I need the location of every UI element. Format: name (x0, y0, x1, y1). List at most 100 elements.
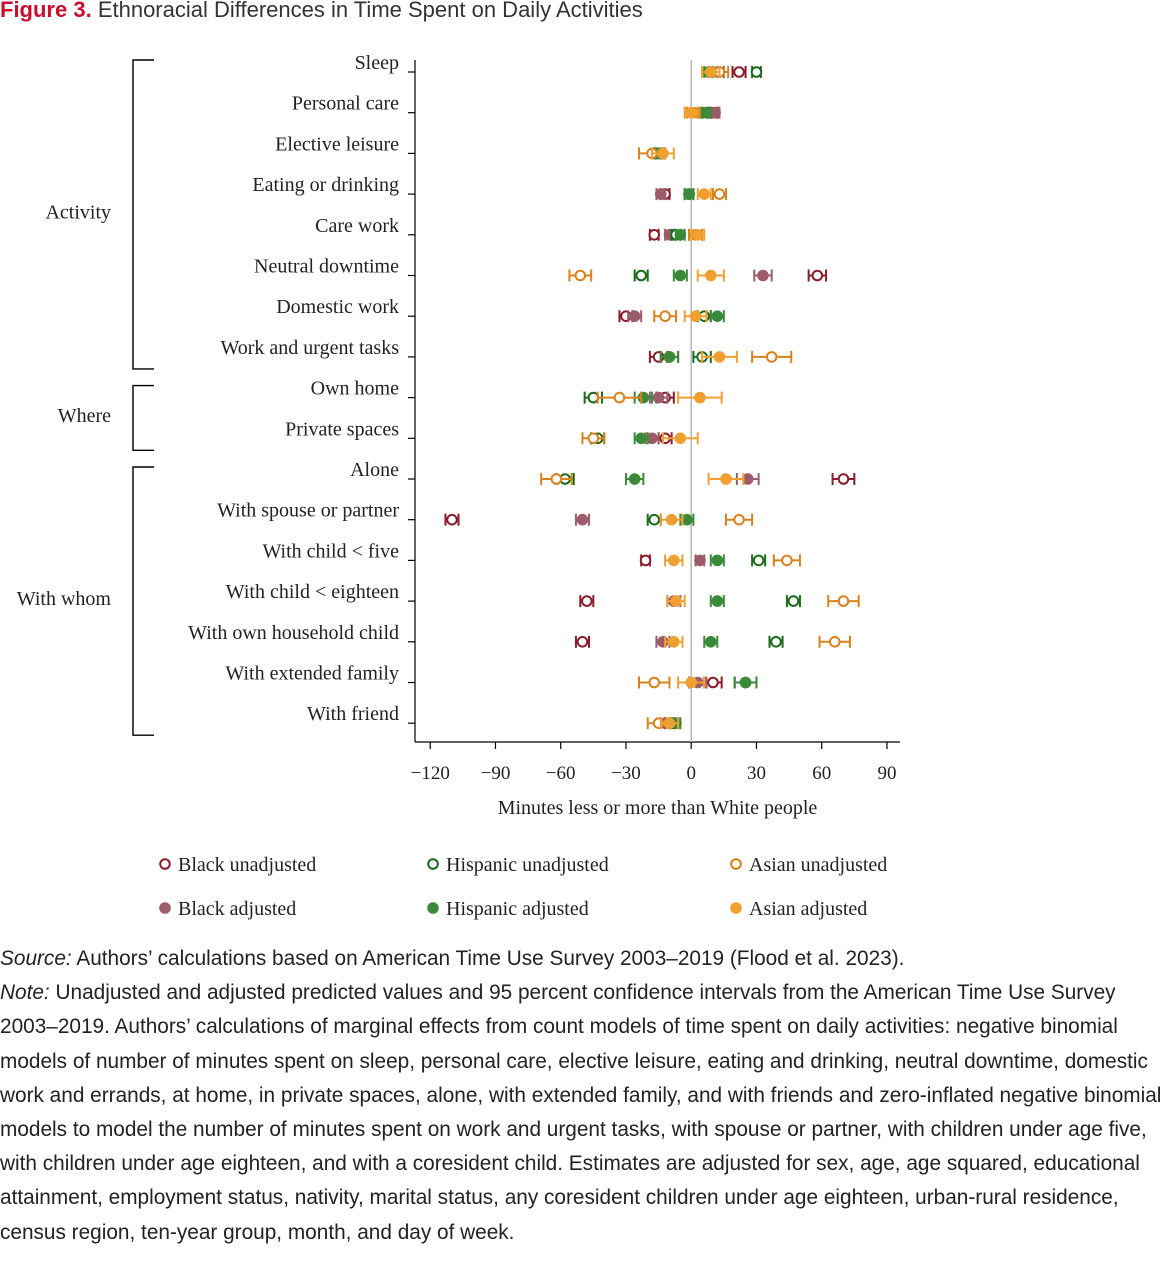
data-point (757, 269, 769, 282)
legend-marker (159, 858, 171, 870)
legend-item: Black unadjusted (159, 854, 316, 876)
data-point (787, 595, 800, 607)
x-tick-label: −60 (546, 763, 576, 784)
group-bracket (132, 59, 154, 370)
data-point (685, 106, 698, 119)
data-point (711, 554, 724, 567)
group-label: With whom (17, 588, 112, 610)
data-point (635, 269, 647, 282)
data-point (639, 554, 652, 567)
data-point (576, 636, 589, 648)
group-bracket (132, 466, 154, 736)
data-point (739, 676, 752, 689)
data-point (733, 66, 745, 78)
data-point (733, 513, 745, 526)
data-point (674, 229, 687, 241)
data-point (657, 147, 669, 160)
dot-plot-chart: −120 −90 −60 −30 0 30 60 90 Minutes less or more… (17, 52, 900, 920)
data-point (446, 513, 458, 526)
category-label: Private spaces (285, 418, 399, 440)
x-tick-label: 60 (812, 763, 831, 784)
legend-label: Asian unadjusted (749, 854, 887, 876)
note-text: Unadjusted and adjusted predicted values… (0, 981, 1162, 1244)
category-label: Alone (350, 459, 399, 481)
data-point (659, 310, 671, 323)
data-point (652, 391, 665, 404)
data-point (670, 595, 682, 607)
data-point (648, 229, 661, 241)
data-point (770, 636, 782, 648)
legend-marker (730, 902, 742, 914)
data-point (648, 676, 661, 689)
data-point (828, 636, 841, 648)
data-point (668, 636, 680, 648)
legend-marker (159, 902, 171, 914)
category-label: With child < five (262, 540, 399, 562)
group-brackets: Activity Where With whom (17, 59, 154, 736)
data-point (704, 66, 717, 78)
data-marks (444, 66, 860, 730)
category-label: Domestic work (276, 296, 399, 318)
series-asian-adjusted (651, 66, 745, 730)
method-note: Note: Unadjusted and adjusted predicted … (0, 976, 1168, 1250)
data-point (654, 188, 667, 200)
data-point (704, 269, 717, 282)
x-tick-label: −90 (481, 763, 511, 784)
x-tick-label: 0 (686, 763, 696, 784)
data-point (574, 269, 587, 282)
figure-title-text: Ethnoracial Differences in Time Spent on… (97, 0, 643, 22)
data-point (811, 269, 824, 282)
data-point (648, 513, 661, 526)
source-text: Authors’ calculations based on American … (71, 947, 905, 970)
data-point (694, 391, 706, 404)
data-point (689, 310, 702, 323)
figure-title: Figure 3. Ethnoracial Differences in Tim… (0, 0, 643, 23)
data-point (704, 636, 717, 648)
legend-label: Hispanic unadjusted (446, 854, 609, 876)
data-point (837, 595, 850, 607)
category-label: Own home (311, 378, 399, 400)
legend-item: Asian adjusted (730, 898, 867, 920)
category-label: With own household child (188, 622, 399, 644)
legend-marker (427, 902, 439, 914)
data-point (683, 188, 695, 200)
category-label: With friend (307, 703, 399, 725)
data-point (691, 229, 704, 241)
category-label: Personal care (292, 93, 399, 115)
group-label: Where (58, 405, 111, 427)
data-point (665, 513, 678, 526)
category-label: Eating or drinking (252, 174, 399, 196)
figure-label: Figure 3. (0, 0, 92, 22)
data-point (635, 432, 647, 445)
category-label: With child < eighteen (226, 581, 399, 603)
data-point (711, 310, 724, 323)
data-point (700, 106, 713, 119)
x-axis-label: Minutes less or more than White people (498, 797, 818, 819)
data-point (707, 676, 719, 689)
group-bracket (132, 384, 154, 451)
data-point (698, 188, 711, 200)
data-point (613, 391, 626, 404)
data-point (550, 473, 563, 485)
x-tick-label: 90 (877, 763, 896, 784)
data-point (752, 554, 765, 567)
data-point (750, 66, 763, 78)
data-point (668, 554, 680, 567)
data-point (674, 432, 687, 445)
legend-item: Hispanic unadjusted (427, 854, 609, 876)
legend-label: Black adjusted (178, 898, 296, 920)
x-tick-label: −120 (411, 763, 450, 784)
source-note: Source: Authors’ calculations based on A… (0, 942, 1168, 976)
data-point (663, 717, 676, 730)
legend-label: Black unadjusted (178, 854, 316, 876)
data-point (765, 351, 778, 363)
legend-label: Asian adjusted (749, 898, 867, 920)
x-tick-label: 30 (747, 763, 766, 784)
data-point (711, 595, 724, 607)
group-label: Activity (45, 201, 111, 223)
figure-notes: Source: Authors’ calculations based on A… (0, 942, 1168, 1250)
data-point (713, 188, 726, 200)
x-tick-label: −30 (611, 763, 641, 784)
data-point (581, 595, 593, 607)
category-label: Care work (315, 215, 399, 237)
